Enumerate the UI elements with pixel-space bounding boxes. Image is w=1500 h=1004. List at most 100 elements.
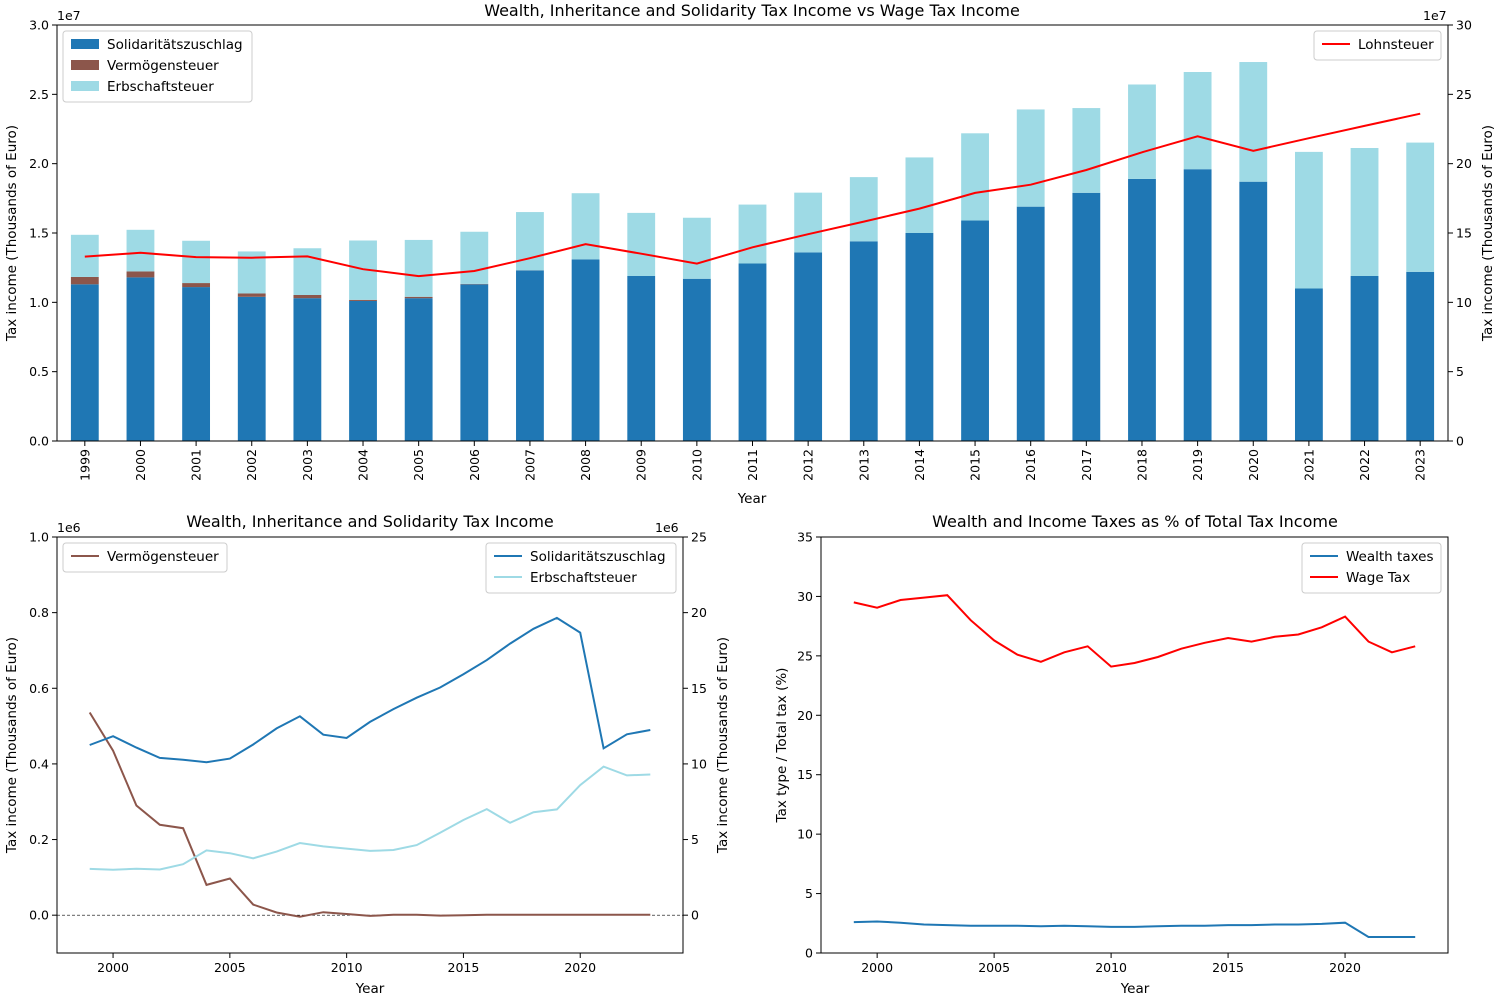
chart1-legend-right: Lohnsteuer — [1314, 31, 1441, 60]
bar-solidaritatszuschlag-2014 — [906, 233, 934, 441]
bar-solidaritatszuschlag-2016 — [1017, 207, 1045, 441]
bar-solidaritatszuschlag-2011 — [739, 264, 767, 441]
chart3-legend-entry-wealth-taxes: Wealth taxes — [1346, 549, 1434, 565]
chart1-xtick-label-2002: 2002 — [244, 449, 259, 481]
chart3-xtick-label-2005: 2005 — [978, 960, 1010, 975]
chart3-ytick-label: 35 — [797, 530, 813, 545]
chart1-xtick-label-2003: 2003 — [300, 449, 315, 481]
bar-solidaritatszuschlag-2022 — [1351, 276, 1379, 441]
chart2-legend-left: Vermögensteuer — [63, 543, 227, 572]
bar-erbschaftsteuer-2010 — [683, 218, 711, 279]
chart3-xtick-label-2015: 2015 — [1212, 960, 1244, 975]
bar-erbschaftsteuer-2018 — [1128, 84, 1156, 178]
bar-erbschaftsteuer-2022 — [1351, 148, 1379, 276]
chart2-x-axis-label: Year — [355, 981, 385, 997]
chart3-y-axis-label: Tax type / Total tax (%) — [774, 668, 790, 824]
chart1-xtick-label-2021: 2021 — [1301, 449, 1316, 481]
bar-solidaritatszuschlag-2004 — [349, 301, 377, 441]
bar-erbschaftsteuer-2007 — [516, 212, 544, 270]
chart1-ytick-right-label: 15 — [1456, 226, 1472, 241]
chart1-ytick-right-label: 0 — [1456, 434, 1464, 449]
chart2-xtick-label-2010: 2010 — [331, 960, 363, 975]
bar-erbschaftsteuer-2017 — [1072, 108, 1100, 193]
chart3-xtick-label-2020: 2020 — [1329, 960, 1361, 975]
chart3-ytick-label: 5 — [805, 886, 813, 901]
chart3-legend-entry-wage-tax: Wage Tax — [1346, 570, 1410, 586]
bar-erbschaftsteuer-2009 — [627, 213, 655, 276]
chart2-xtick-label-2020: 2020 — [564, 960, 596, 975]
chart2-ytick-label: 1.0 — [29, 530, 49, 545]
bar-solidaritatszuschlag-2019 — [1184, 169, 1212, 441]
chart1-ytick-label: 3.0 — [29, 18, 49, 33]
chart1-legend-left-entry-vermogensteuer: Vermögensteuer — [107, 58, 219, 74]
chart2-ytick-right-label: 0 — [691, 908, 699, 923]
bar-erbschaftsteuer-2005 — [405, 240, 433, 297]
chart1-xtick-label-2007: 2007 — [522, 449, 537, 481]
chart3-legend: Wealth taxes Wage Tax — [1302, 543, 1441, 593]
bar-solidaritatszuschlag-2015 — [961, 221, 989, 441]
chart3-title: Wealth and Income Taxes as % of Total Ta… — [932, 512, 1338, 531]
bar-solidaritatszuschlag-2002 — [238, 297, 266, 441]
bar-solidaritatszuschlag-2023 — [1406, 272, 1434, 441]
bar-solidaritatszuschlag-2021 — [1295, 288, 1323, 441]
chart1-xtick-label-2016: 2016 — [1023, 449, 1038, 481]
chart1-xtick-label-2008: 2008 — [578, 449, 593, 481]
chart2-xtick-label-2000: 2000 — [97, 960, 129, 975]
chart1-xtick-label-2009: 2009 — [634, 449, 649, 481]
bar-vermogensteuer-2001 — [182, 283, 210, 287]
bar-solidaritatszuschlag-2017 — [1072, 193, 1100, 441]
bar-erbschaftsteuer-2013 — [850, 177, 878, 241]
chart1-ytick-right-label: 10 — [1456, 295, 1472, 310]
chart1-ytick-label: 0.0 — [29, 434, 49, 449]
bar-erbschaftsteuer-2016 — [1017, 109, 1045, 206]
chart2-ytick-right-label: 15 — [691, 681, 707, 696]
chart1-ytick-label: 1.5 — [29, 226, 49, 241]
bar-solidaritatszuschlag-2018 — [1128, 179, 1156, 441]
chart1-xtick-label-2012: 2012 — [801, 449, 816, 481]
chart3-xtick-label-2010: 2010 — [1095, 960, 1127, 975]
chart1-xtick-label-2006: 2006 — [467, 449, 482, 481]
chart2-ytick-right-label: 20 — [691, 605, 707, 620]
chart2-legend-left-entry-vermogensteuer: Vermögensteuer — [107, 549, 219, 565]
chart1-ytick-right-label: 20 — [1456, 156, 1472, 171]
bar-solidaritatszuschlag-2000 — [127, 277, 155, 441]
chart1-right-offset-label: 1e7 — [1423, 8, 1447, 23]
chart2-ytick-label: 0.4 — [29, 756, 49, 771]
chart1-ytick-right-label: 25 — [1456, 87, 1472, 102]
chart3-ytick-label: 20 — [797, 708, 813, 723]
bar-vermogensteuer-2005 — [405, 297, 433, 298]
bar-solidaritatszuschlag-2003 — [293, 298, 321, 441]
bar-erbschaftsteuer-2021 — [1295, 152, 1323, 289]
bar-solidaritatszuschlag-2009 — [627, 276, 655, 441]
bar-solidaritatszuschlag-2007 — [516, 270, 544, 441]
chart3-x-axis-label: Year — [1120, 981, 1150, 997]
chart2-ytick-right-label: 25 — [691, 530, 707, 545]
bar-erbschaftsteuer-2003 — [293, 248, 321, 295]
chart1-xtick-label-2023: 2023 — [1413, 449, 1428, 481]
chart1-legend-left-entry-solidaritatszuschlag: Solidaritätszuschlag — [107, 37, 243, 53]
chart1-left-offset-label: 1e7 — [57, 8, 81, 23]
chart1-xtick-label-2005: 2005 — [411, 449, 426, 481]
chart2-xtick-label-2005: 2005 — [214, 960, 246, 975]
chart1-ytick-label: 1.0 — [29, 295, 49, 310]
bar-solidaritatszuschlag-2010 — [683, 279, 711, 441]
chart2-ytick-label: 0.8 — [29, 605, 49, 620]
chart2-ytick-label: 0.0 — [29, 908, 49, 923]
chart2-y-axis-label: Tax income (Thousands of Euro) — [4, 637, 20, 854]
chart3-ytick-label: 30 — [797, 589, 813, 604]
chart2-xtick-label-2015: 2015 — [448, 960, 480, 975]
chart1-x-axis-label: Year — [737, 491, 767, 507]
chart2-y-axis-label-right: Tax income (Thousands of Euro) — [715, 637, 731, 854]
chart2-legend-right-entry-solidaritatszuschlag: Solidaritätszuschlag — [530, 549, 666, 565]
chart1-ytick-right-label: 5 — [1456, 364, 1464, 379]
chart1-ytick-label: 2.5 — [29, 87, 49, 102]
chart1-xtick-label-2000: 2000 — [133, 449, 148, 481]
chart1-legend-left: SolidaritätszuschlagVermögensteuerErbsch… — [63, 31, 252, 102]
chart1-ytick-label: 2.0 — [29, 156, 49, 171]
chart3-ytick-label: 0 — [805, 946, 813, 961]
bar-solidaritatszuschlag-2006 — [460, 284, 488, 441]
bar-vermogensteuer-1999 — [71, 277, 99, 284]
chart2-left-offset-label: 1e6 — [57, 520, 81, 535]
